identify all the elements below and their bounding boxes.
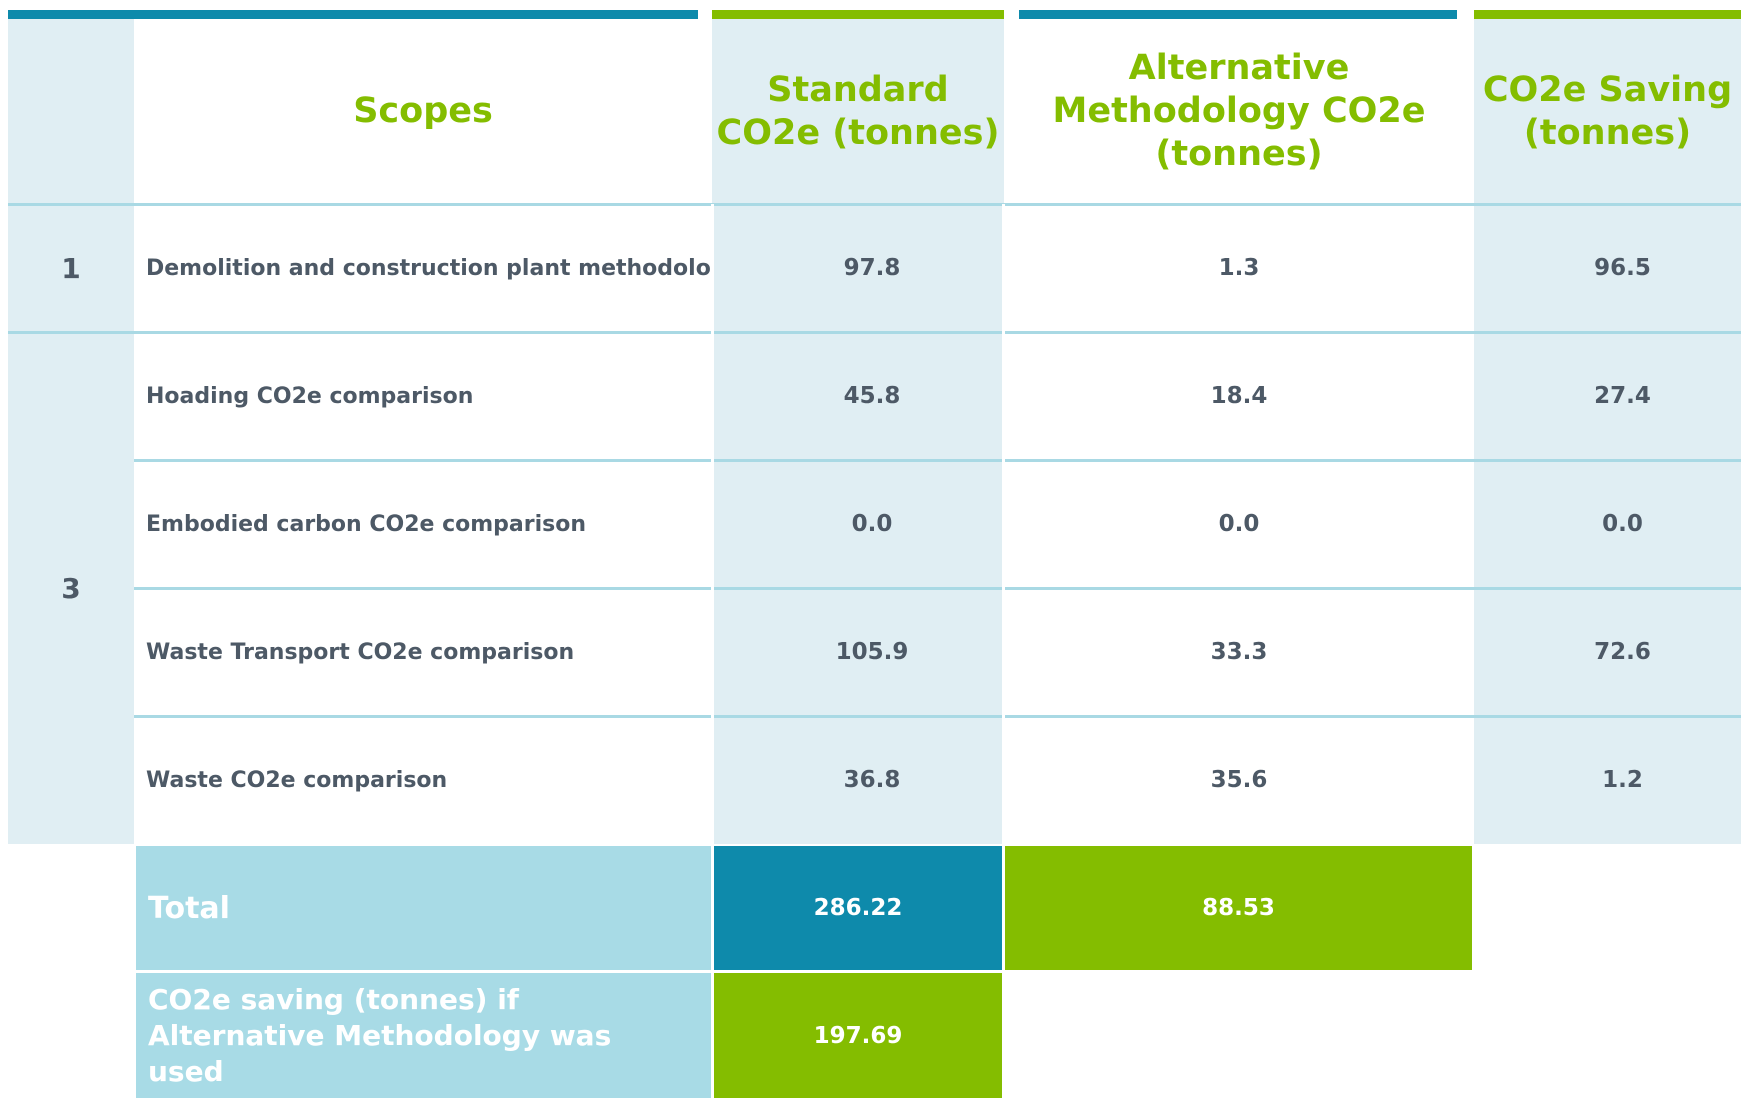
row-5-saving: 1.2 [1474,716,1741,844]
saving-summary-label: CO2e saving (tonnes) if Alternative Meth… [136,973,711,1098]
total-alternative-value: 88.53 [1005,846,1472,970]
header-saving: CO2e Saving (tonnes) [1474,19,1741,204]
row-2-standard: 45.8 [712,332,1004,460]
row-1-description: Demolition and construction plant method… [134,204,741,332]
row-2-description: Hoading CO2e comparison [134,332,712,460]
column-divider [1002,204,1005,844]
row-3-saving: 0.0 [1474,460,1741,588]
row-separator [134,715,1741,718]
row-1-saving: 96.5 [1474,204,1741,332]
row-3-description: Embodied carbon CO2e comparison [134,460,712,588]
row-separator [134,459,1741,462]
total-standard-value: 286.22 [714,846,1002,970]
row-separator [134,587,1741,590]
header-separator [8,203,1741,206]
row-5-alternative: 35.6 [1004,716,1474,844]
total-label: Total [136,846,711,970]
row-4-standard: 105.9 [712,588,1004,716]
scopes-accent-bar [8,10,698,19]
row-separator [8,331,1741,334]
scope-number-3: 3 [8,332,134,844]
row-4-alternative: 33.3 [1004,588,1474,716]
row-5-description: Waste CO2e comparison [134,716,712,844]
row-4-description: Waste Transport CO2e comparison [134,588,712,716]
row-1-standard: 97.8 [712,204,1004,332]
row-5-standard: 36.8 [712,716,1004,844]
column-divider [711,204,714,844]
standard-accent-bar [712,10,1004,19]
alternative-accent-bar [1019,10,1457,19]
saving-accent-bar [1474,10,1741,19]
row-4-saving: 72.6 [1474,588,1741,716]
saving-summary-text: CO2e saving (tonnes) if Alternative Meth… [148,982,612,1088]
row-1-alternative: 1.3 [1004,204,1474,332]
row-2-saving: 27.4 [1474,332,1741,460]
header-scopes: Scopes [134,19,712,204]
saving-summary-value: 197.69 [714,973,1002,1098]
row-3-alternative: 0.0 [1004,460,1474,588]
row-3-standard: 0.0 [712,460,1004,588]
header-standard: Standard CO2e (tonnes) [712,19,1004,204]
header-scope-number-cell [8,19,134,204]
row-2-alternative: 18.4 [1004,332,1474,460]
header-alternative: Alternative Methodology CO2e (tonnes) [1004,19,1474,204]
scope-number-1: 1 [8,204,134,332]
